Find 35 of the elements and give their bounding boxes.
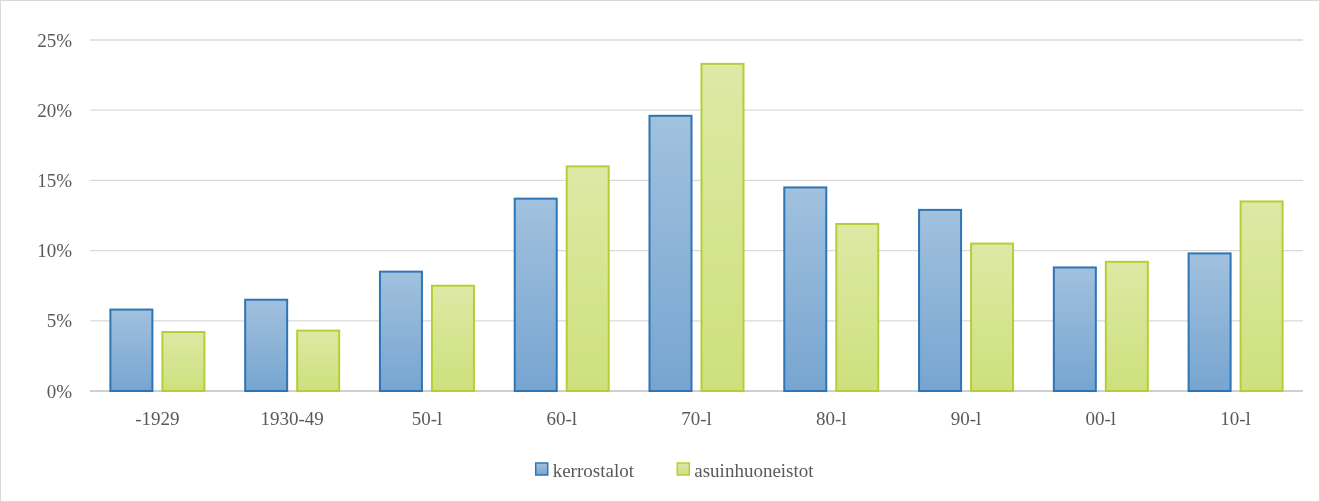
bar <box>970 242 1015 392</box>
x-tick-label: 10-l <box>1220 408 1251 429</box>
y-tick-label: 10% <box>37 240 73 262</box>
bar <box>1239 200 1284 392</box>
y-tick-label: 25% <box>37 29 73 51</box>
bar <box>109 308 154 392</box>
legend-label: asuinhuoneistot <box>694 459 815 481</box>
bar <box>565 165 610 392</box>
bar <box>161 331 206 392</box>
bar <box>1187 252 1232 392</box>
x-tick-label: -1929 <box>135 408 180 429</box>
bar <box>296 329 341 392</box>
legend-label: kerrostalot <box>552 459 635 481</box>
bar <box>1052 266 1097 392</box>
y-tick-label: 5% <box>46 310 73 332</box>
x-tick-label: 80-l <box>815 408 847 429</box>
bar <box>835 222 880 392</box>
bar <box>378 270 423 392</box>
x-tick-label: 70-l <box>681 408 712 429</box>
x-tick-label: 1930-49 <box>260 408 324 429</box>
bar <box>244 298 289 392</box>
bar <box>513 197 558 392</box>
x-tick-label: 50-l <box>411 408 443 429</box>
x-tick-label: 90-l <box>950 408 982 429</box>
bar <box>783 186 828 392</box>
bar <box>430 284 475 392</box>
bar <box>648 114 693 392</box>
bar <box>700 62 745 392</box>
x-tick-label: 00-l <box>1085 408 1117 429</box>
x-tick-label: 60-l <box>546 408 578 429</box>
bar <box>1104 260 1149 392</box>
y-tick-label: 0% <box>46 380 73 402</box>
bar <box>918 208 963 392</box>
y-tick-label: 15% <box>37 170 73 192</box>
y-tick-label: 20% <box>37 99 73 121</box>
